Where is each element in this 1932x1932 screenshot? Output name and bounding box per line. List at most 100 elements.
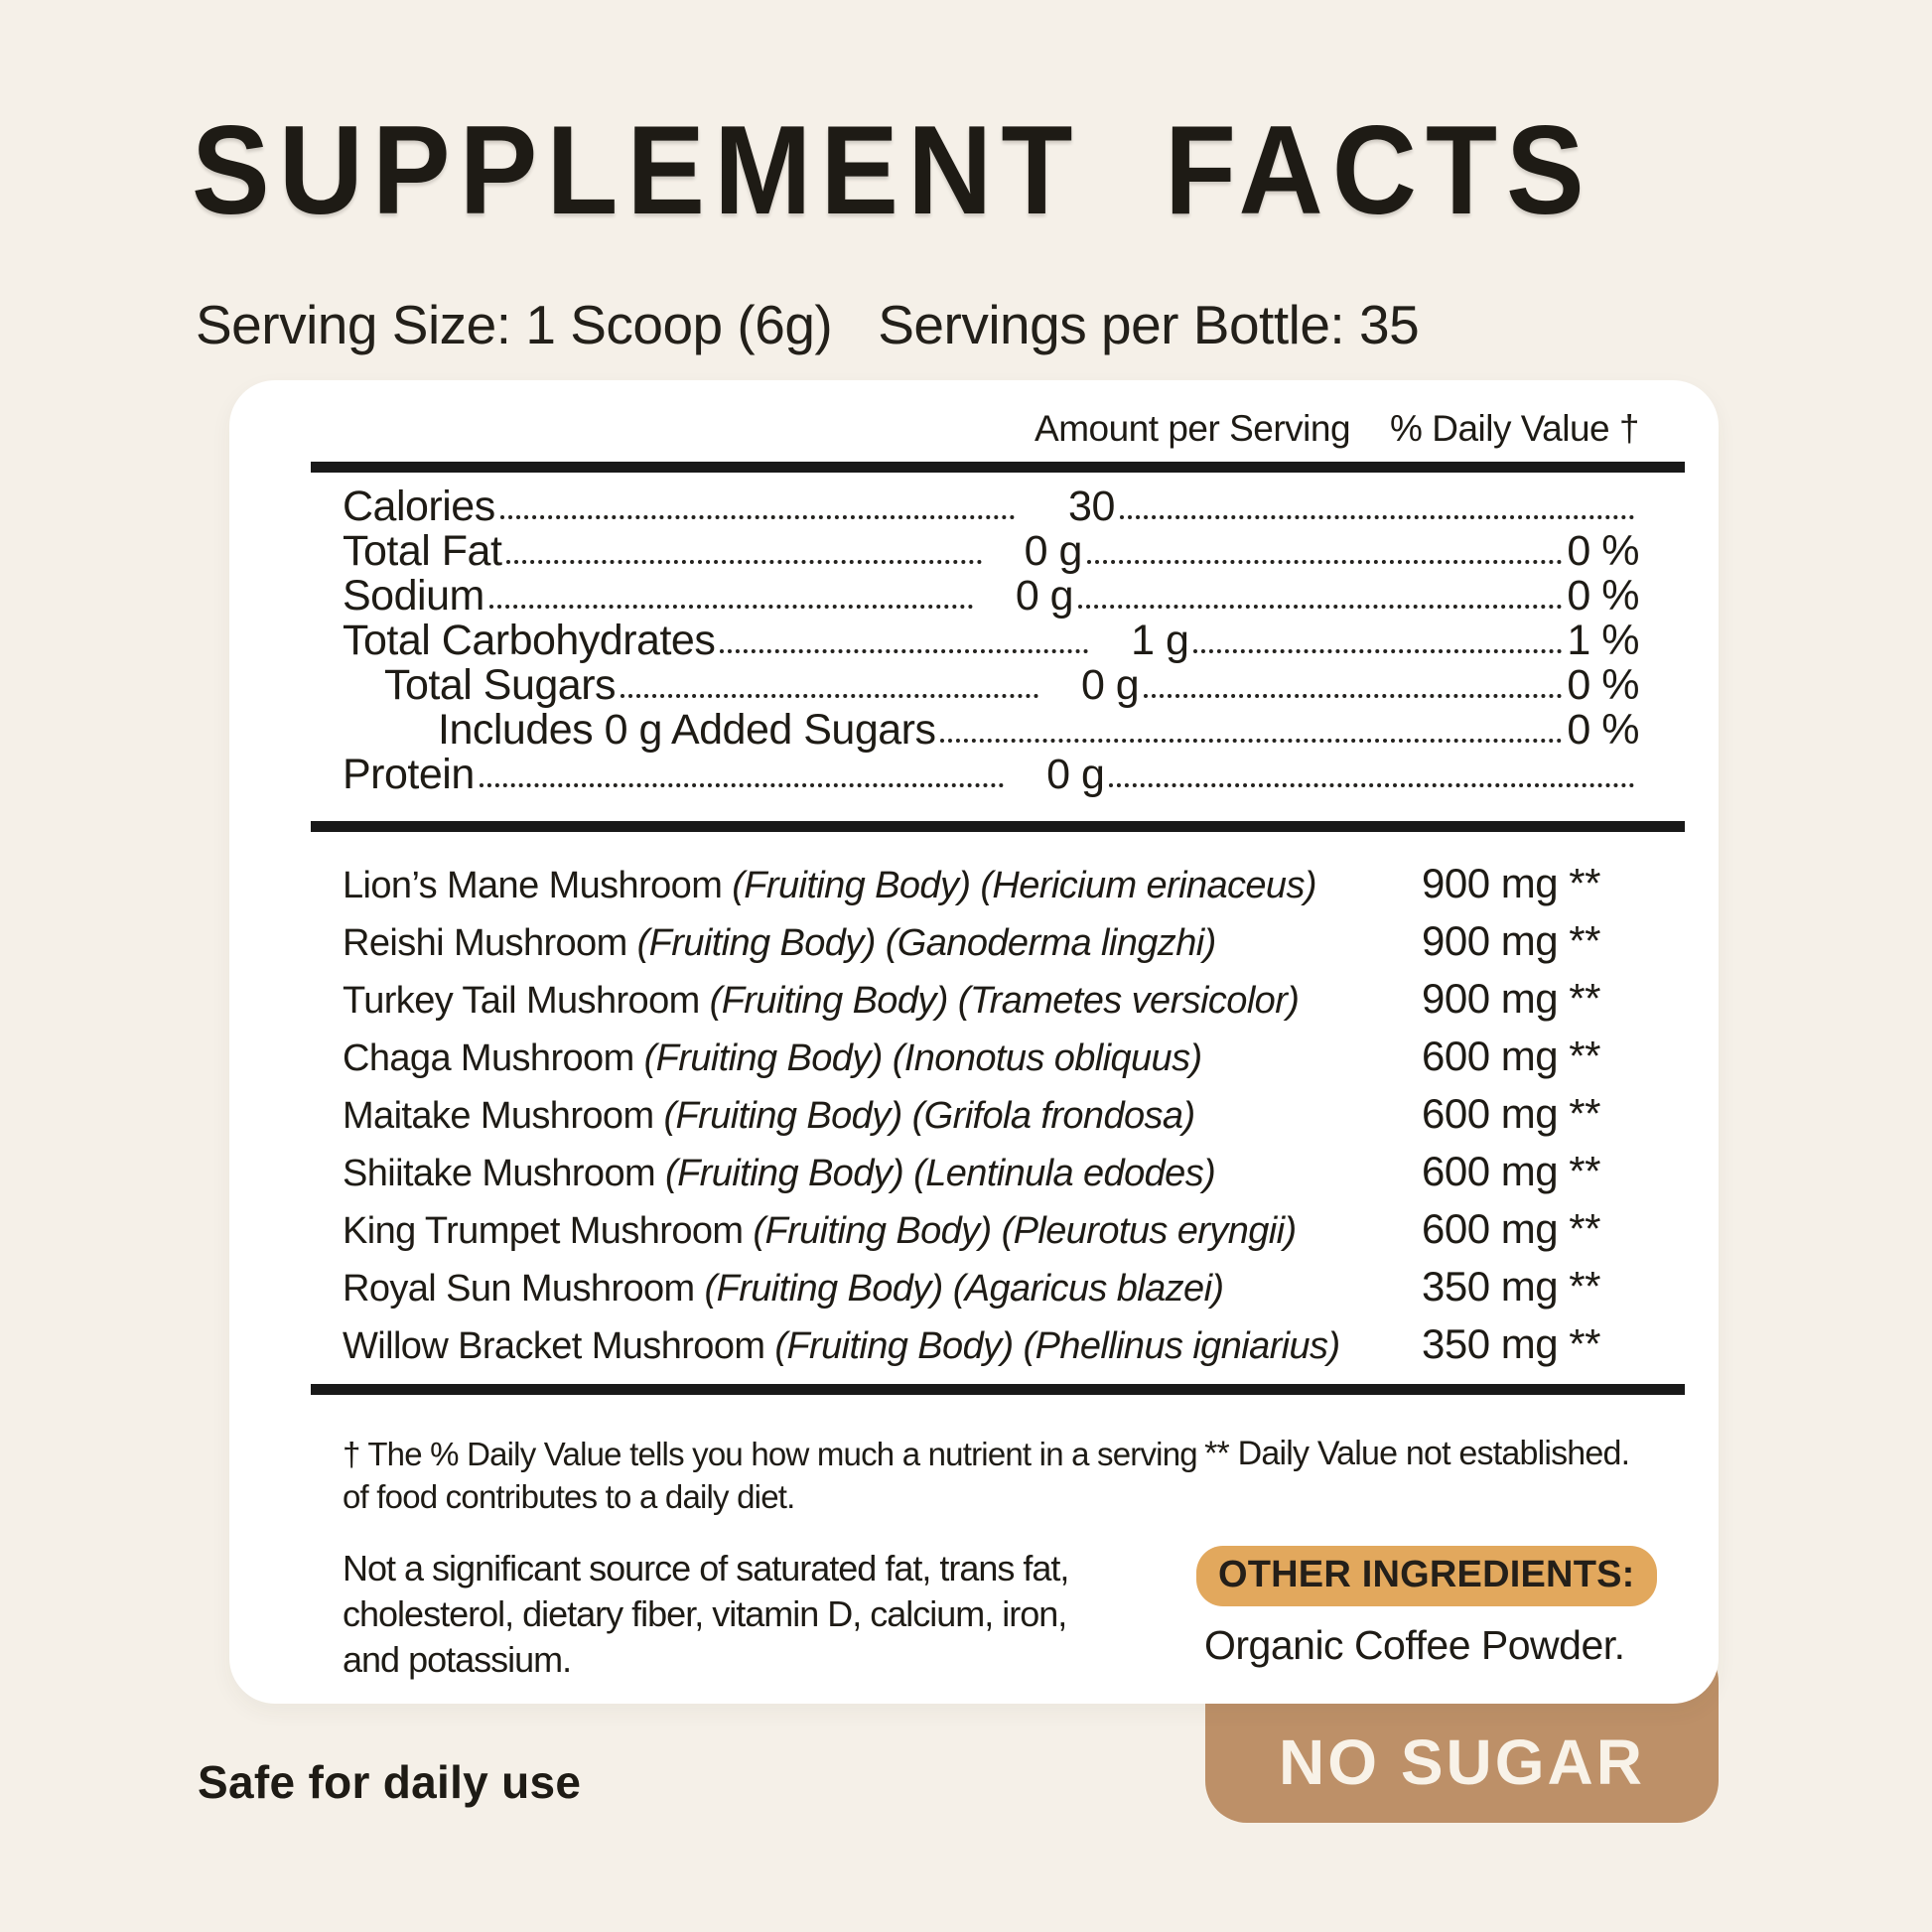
ingredient-name: Maitake Mushroom (Fruiting Body) (Grifol… [343,1088,1422,1144]
ingredient-common-name: Royal Sun Mushroom [343,1268,705,1310]
ingredient-common-name: Lion’s Mane Mushroom [343,865,733,906]
nutrient-label: Total Carbohydrates [343,617,716,664]
daily-value-footnote: † The % Daily Value tells you how much a… [343,1436,1198,1515]
secondary-notes-row: Not a significant source of saturated fa… [311,1518,1685,1683]
ingredient-latin-name: (Fruiting Body) (Hericium erinaceus) [732,865,1316,906]
ingredient-amount: 600 mg ** [1422,1148,1600,1194]
ingredient-latin-name: (Fruiting Body) (Trametes versicolor) [709,980,1300,1022]
nutrient-daily-value: 1 % [1567,617,1639,664]
ingredient-row: Maitake Mushroom (Fruiting Body) (Grifol… [343,1086,1645,1144]
ingredient-latin-name: (Fruiting Body) (Pleurotus eryngii) [753,1210,1297,1252]
nutrient-amount: 1 g [1131,617,1189,664]
nutrition-row: Total Sugars 0 g 0 % [343,661,1640,709]
nutrient-daily-value: 0 % [1567,706,1639,754]
ingredient-amount: 350 mg ** [1422,1263,1600,1310]
ingredient-latin-name: (Fruiting Body) (Inonotus obliquus) [643,1037,1203,1079]
ingredient-row: Royal Sun Mushroom (Fruiting Body) (Agar… [343,1259,1645,1316]
nutrient-daily-value: 0 % [1567,527,1640,575]
ingredient-name: King Trumpet Mushroom (Fruiting Body) (P… [343,1203,1422,1259]
ingredient-latin-name: (Fruiting Body) (Lentinula edodes) [665,1153,1216,1194]
dot-leader [499,515,1015,519]
serving-size: Serving Size: 1 Scoop (6g) [196,294,833,355]
safe-for-daily-use-note: Safe for daily use [198,1756,582,1808]
ingredient-common-name: Willow Bracket Mushroom [343,1325,775,1367]
facts-card-content: Amount per Serving % Daily Value † Calor… [311,380,1685,1683]
nutrient-label: Calories [343,483,495,530]
ingredient-latin-name: (Fruiting Body) (Grifola frondosa) [663,1095,1195,1137]
not-significant-note: Not a significant source of saturated fa… [343,1548,1069,1680]
nutrition-row: Calories 30 [343,484,1639,529]
serving-info: Serving Size: 1 Scoop (6g) Servings per … [196,293,1420,356]
ingredient-name: Royal Sun Mushroom (Fruiting Body) (Agar… [343,1261,1422,1316]
dot-leader [506,560,982,564]
nutrition-row: Sodium 0 g 0 % [343,574,1639,619]
footnotes-row: † The % Daily Value tells you how much a… [311,1395,1685,1518]
ingredient-amount: 600 mg ** [1422,1205,1600,1252]
ingredient-name: Lion’s Mane Mushroom (Fruiting Body) (He… [343,858,1422,913]
dot-leader [1119,515,1635,519]
ingredient-name: Willow Bracket Mushroom (Fruiting Body) … [343,1318,1422,1374]
dot-leader [1193,649,1563,653]
dv-not-established-note: ** Daily Value not established. [1204,1435,1630,1472]
servings-per-bottle: Servings per Bottle: 35 [878,294,1420,355]
nutrient-label: Total Sugars [384,661,617,709]
facts-card: Amount per Serving % Daily Value † Calor… [229,380,1719,1704]
nutrition-row: Total Fat 0 g 0 % [343,527,1640,575]
nutrient-amount: 0 g [1080,661,1140,709]
nutrition-row: Total Carbohydrates 1 g 1 % [343,619,1639,663]
ingredient-row: Willow Bracket Mushroom (Fruiting Body) … [343,1316,1645,1374]
nutrient-amount: 0 g [1015,572,1074,620]
ingredient-common-name: Chaga Mushroom [343,1037,644,1079]
ingredient-row: King Trumpet Mushroom (Fruiting Body) (P… [343,1201,1645,1259]
column-amount-per-serving: Amount per Serving [1035,408,1351,449]
ingredient-row: Shiitake Mushroom (Fruiting Body) (Lenti… [343,1144,1645,1201]
ingredient-rows: Lion’s Mane Mushroom (Fruiting Body) (He… [311,832,1685,1384]
nutrient-amount: 30 [1068,483,1115,530]
ingredient-name: Shiitake Mushroom (Fruiting Body) (Lenti… [343,1146,1422,1201]
ingredient-amount: 900 mg ** [1422,860,1600,906]
nutrient-label: Total Fat [343,527,502,575]
column-daily-value: % Daily Value † [1390,408,1639,449]
ingredient-latin-name: (Fruiting Body) (Agaricus blazei) [704,1268,1225,1310]
dot-leader [1109,783,1634,787]
dot-leader [1144,694,1563,698]
ingredient-amount: 900 mg ** [1422,917,1600,964]
nutrient-amount: 0 g [1046,751,1105,798]
nutrition-row: Protein 0 g [343,753,1639,797]
ingredient-latin-name: (Fruiting Body) (Ganoderma lingzhi) [636,922,1217,964]
ingredient-latin-name: (Fruiting Body) (Phellinus igniarius) [774,1325,1340,1367]
ingredient-row: Turkey Tail Mushroom (Fruiting Body) (Tr… [343,971,1645,1029]
dot-leader [1086,560,1563,564]
nutrient-daily-value: 0 % [1567,572,1639,620]
dot-leader [488,605,974,609]
no-sugar-badge-label: NO SUGAR [1279,1726,1645,1798]
dot-leader [621,694,1039,698]
ingredient-name: Reishi Mushroom (Fruiting Body) (Ganoder… [343,915,1422,971]
dot-leader [720,649,1089,653]
ingredient-common-name: Reishi Mushroom [343,922,637,964]
ingredient-amount: 350 mg ** [1422,1320,1600,1367]
ingredient-name: Turkey Tail Mushroom (Fruiting Body) (Tr… [343,973,1422,1029]
facts-column-headers: Amount per Serving % Daily Value † [311,380,1685,462]
other-ingredients-value: Organic Coffee Powder. [1204,1622,1625,1668]
dot-leader [1078,605,1563,609]
divider-top [311,462,1685,473]
ingredient-common-name: Maitake Mushroom [343,1095,664,1137]
ingredient-row: Reishi Mushroom (Fruiting Body) (Ganoder… [343,913,1645,971]
dot-leader [479,783,1005,787]
divider-bottom [311,1384,1685,1395]
ingredient-common-name: Shiitake Mushroom [343,1153,666,1194]
nutrition-row: Includes 0 g Added Sugars 0 % [343,708,1639,753]
nutrient-amount: 0 g [1024,527,1083,575]
ingredient-row: Chaga Mushroom (Fruiting Body) (Inonotus… [343,1029,1645,1086]
ingredient-amount: 900 mg ** [1422,975,1600,1022]
ingredient-common-name: Turkey Tail Mushroom [343,980,710,1022]
other-ingredients-block: OTHER INGREDIENTS: Organic Coffee Powder… [1196,1546,1657,1683]
nutrient-daily-value: 0 % [1567,661,1640,709]
nutrient-label: Protein [343,751,475,798]
other-ingredients-label: OTHER INGREDIENTS: [1196,1546,1657,1606]
nutrient-label: Includes 0 g Added Sugars [438,706,936,754]
ingredient-amount: 600 mg ** [1422,1033,1600,1079]
